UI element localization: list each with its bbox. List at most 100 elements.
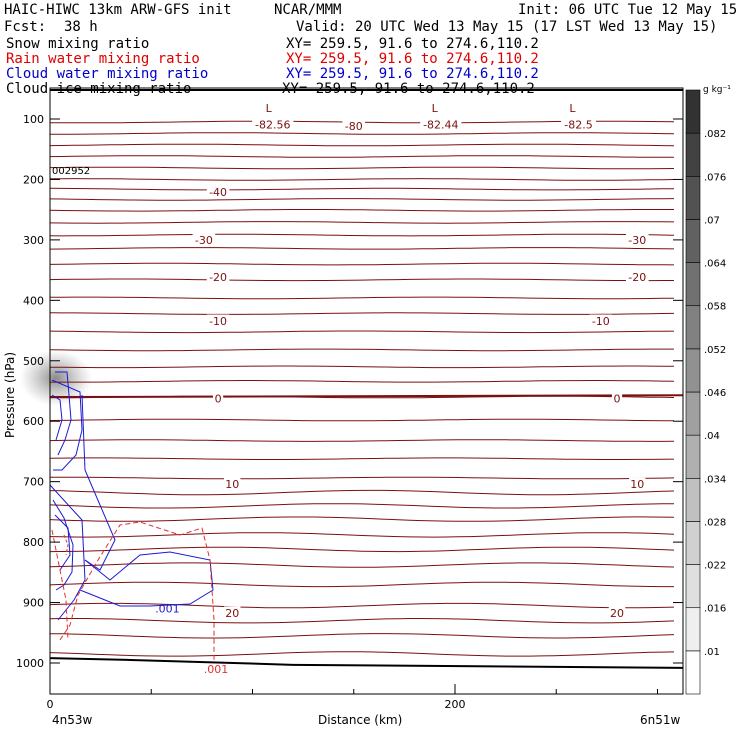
cloud-water-contour [51, 379, 83, 471]
y-tick-label: 600 [23, 415, 44, 428]
y-tick-label: 200 [23, 173, 44, 186]
colorbar-segment [685, 434, 701, 479]
isotherm-line [49, 516, 675, 522]
isotherm-line [49, 546, 675, 553]
rain-water-label: .001 [204, 663, 229, 676]
isotherm-label-bg [625, 270, 649, 283]
isotherm-line [50, 178, 675, 181]
isotherm-label: -30 [628, 234, 646, 247]
fcst-value: 38 h [64, 19, 98, 35]
isotherm-line [49, 476, 675, 480]
x-tick-label: 0 [47, 698, 54, 711]
cloud-water-contour [55, 371, 72, 456]
isotherm-line [49, 439, 675, 442]
colorbar-segment [685, 607, 701, 652]
isotherm-line [49, 155, 674, 158]
colorbar-segment [685, 132, 701, 177]
colorbar-segment [685, 650, 701, 695]
isotherm-line [49, 330, 675, 334]
colorbar-segment [685, 89, 701, 134]
y-tick-label: 400 [23, 294, 44, 307]
colorbar-label: .046 [704, 388, 726, 399]
isotherm-line [49, 198, 675, 201]
isotherm-line [50, 380, 675, 383]
isotherm-label: -10 [592, 315, 610, 328]
isotherm-label-bg [611, 391, 623, 404]
colorbar-segment [685, 348, 701, 393]
isotherm-label: -82.56 [255, 119, 290, 132]
colorbar-label: .022 [704, 561, 726, 572]
isotherm-label: -80 [345, 120, 363, 133]
isotherm-line [49, 418, 675, 422]
isotherm-line [49, 365, 675, 369]
zero-isotherm-line [49, 394, 684, 399]
isotherm-label: -82.44 [423, 119, 458, 132]
isotherm-label: 0 [215, 392, 222, 405]
colorbar-segment [685, 262, 701, 307]
isotherm-label: -40 [209, 186, 227, 199]
colorbar-segment [685, 175, 701, 220]
colorbar-label: .028 [704, 517, 726, 528]
cloud-ice-shading [20, 350, 92, 406]
field-cloudwater-name: Cloud water mixing ratio [6, 66, 209, 82]
isotherm-label: 10 [225, 478, 239, 491]
isotherm-line [49, 651, 675, 657]
low-marker: L [266, 102, 273, 115]
isotherm-label-bg [252, 118, 294, 131]
isotherm-label: -82.5 [564, 119, 592, 132]
isotherm-line [49, 348, 674, 352]
y-tick-label: 1000 [16, 657, 44, 670]
field-snow-name: Snow mixing ratio [6, 36, 150, 52]
isotherm-line [49, 187, 675, 191]
isotherm-label-bg [206, 314, 230, 327]
isotherm-line [49, 532, 675, 538]
colorbar-segment [685, 219, 701, 263]
cloud-water-contour [52, 499, 74, 591]
field-snow-xy: XY= 259.5, 91.6 to 274.6,110.2 [286, 36, 539, 52]
colorbar-segment [685, 391, 701, 436]
colorbar-segment [685, 521, 701, 565]
isotherm-label-bg [206, 270, 230, 283]
colorbar-label: .058 [704, 302, 726, 313]
colorbar-label: .052 [704, 345, 726, 356]
field-cloudwater-xy: XY= 259.5, 91.6 to 274.6,110.2 [286, 66, 539, 82]
cloud-water-label: .001 [155, 603, 180, 616]
isotherm-label-bg [224, 606, 241, 619]
plot-frame [49, 87, 684, 695]
isotherm-label-bg [342, 119, 366, 132]
isotherm-label-bg [420, 118, 462, 131]
rain-water-contour [51, 529, 69, 641]
colorbar-label: .034 [704, 474, 726, 485]
colorbar-label: .01 [704, 647, 720, 658]
isotherm-label: 0 [614, 392, 621, 405]
isotherm-line [49, 602, 675, 609]
terrain-line [49, 657, 684, 669]
isotherm-line [49, 489, 675, 496]
valid-time: Valid: 20 UTC Wed 13 May 15 (17 LST Wed … [296, 19, 718, 35]
cloud-water-contour [81, 394, 116, 571]
y-tick-label: 700 [23, 476, 44, 489]
low-marker: L [432, 102, 439, 115]
colorbar-label: .07 [704, 215, 720, 226]
isotherm-line [49, 457, 675, 460]
colorbar-segment [685, 564, 701, 609]
cloud-water-contour [54, 514, 71, 571]
isotherm-label: 20 [225, 607, 239, 620]
isotherm-line [49, 633, 675, 639]
colorbar-segment [685, 477, 701, 522]
isotherm-line [49, 296, 675, 300]
isotherm-line [49, 503, 675, 509]
isotherm-label-bg [608, 606, 626, 619]
y-tick-label: 300 [23, 234, 44, 247]
isotherm-line [49, 618, 675, 624]
isotherm-line [49, 278, 674, 282]
y-tick-label: 900 [23, 597, 44, 610]
colorbar-label: .076 [704, 172, 726, 183]
isotherm-label: -10 [209, 315, 227, 328]
isotherm-label-bg [589, 314, 613, 327]
isotherm-line [49, 166, 675, 170]
isotherm-label: -20 [628, 271, 646, 284]
colorbar-label: .082 [704, 129, 726, 140]
isotherm-line [49, 312, 675, 315]
